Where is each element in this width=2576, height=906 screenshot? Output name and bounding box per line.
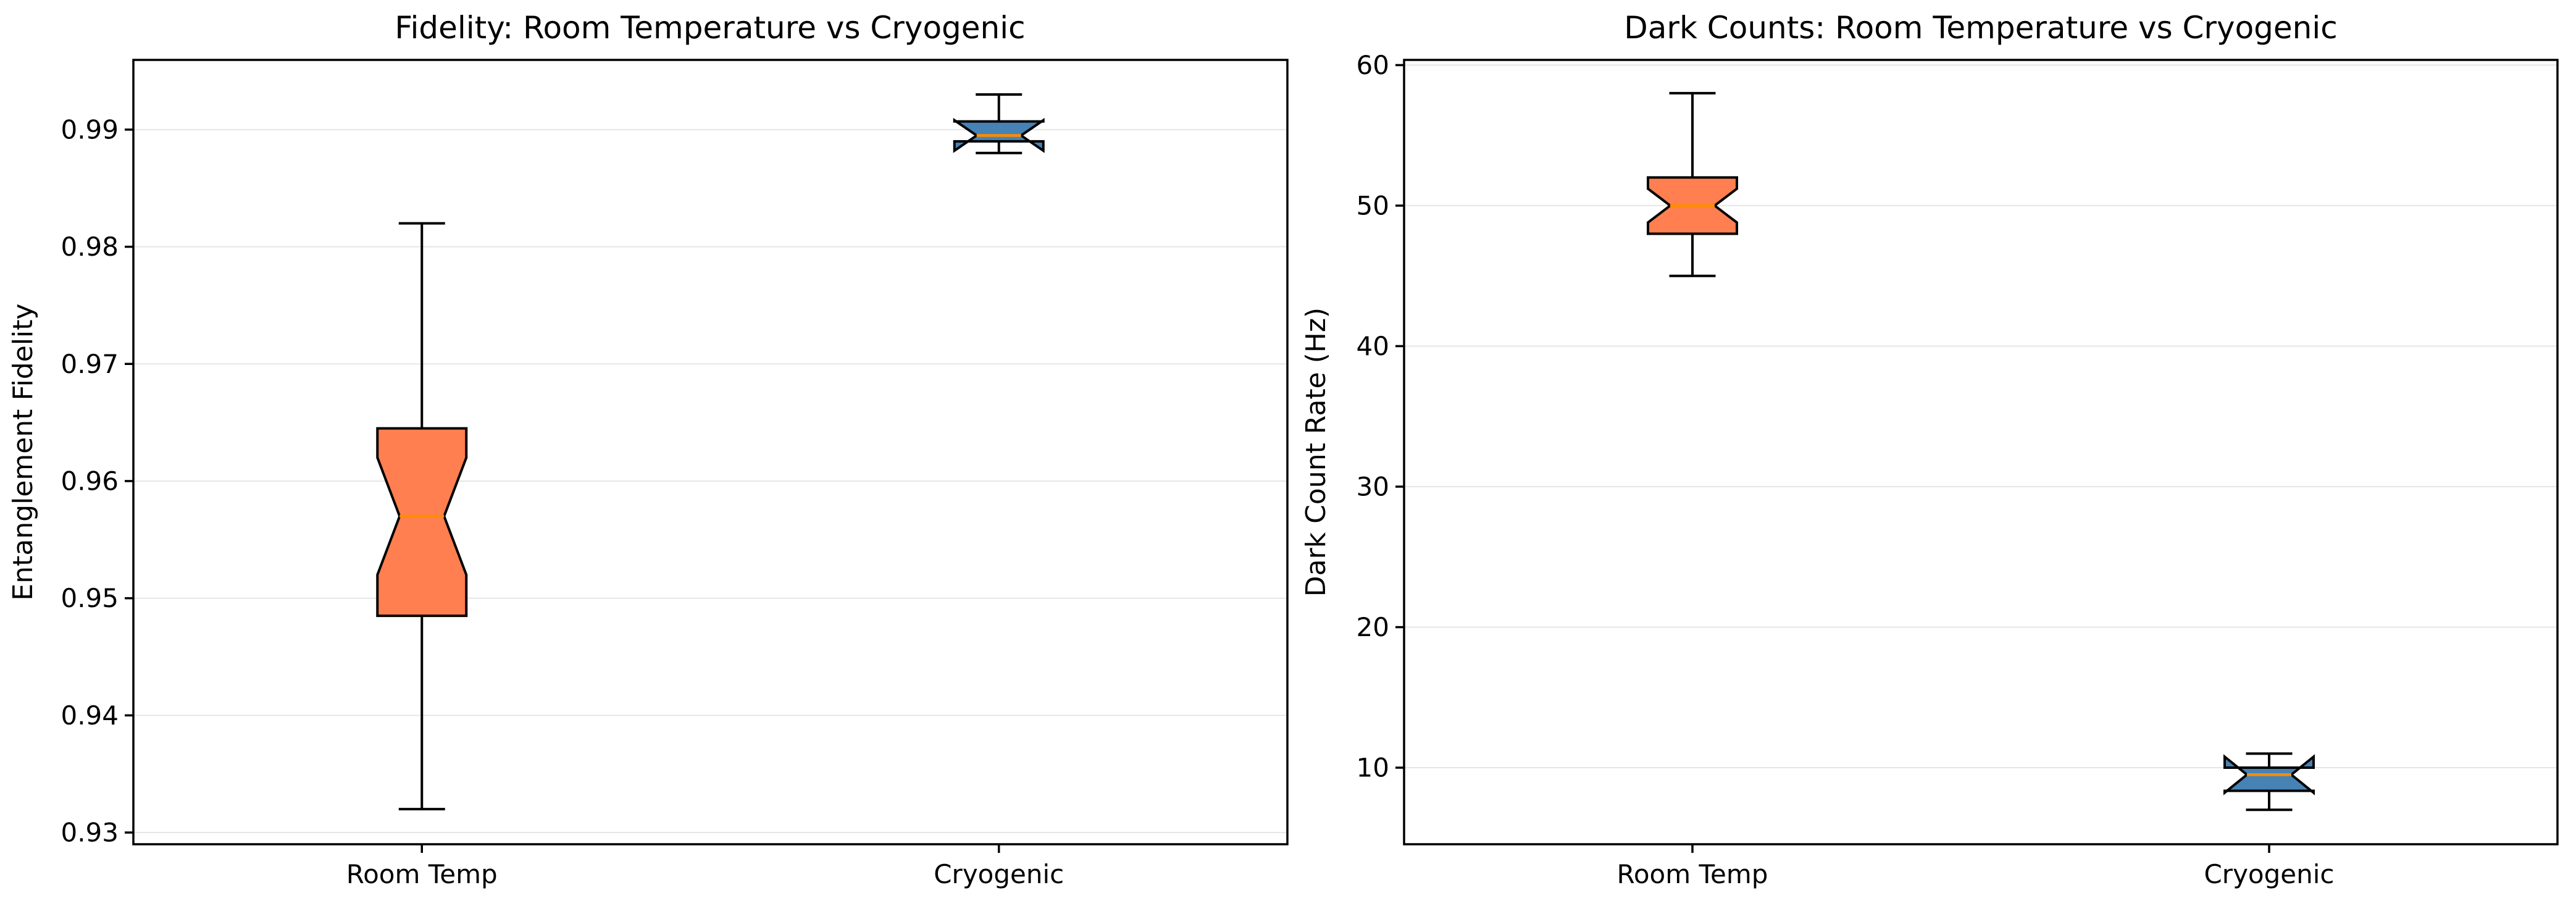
boxplot-cryogenic bbox=[953, 93, 1045, 154]
right-y-axis-label: Dark Count Rate (Hz) bbox=[1300, 308, 1332, 597]
x-tick-label-cryogenic: Cryogenic bbox=[934, 859, 1064, 889]
fidelity-chart: 0.93 0.94 0.95 0.96 0.97 0.98 0.99 Room Temp Cry… bbox=[61, 59, 1289, 889]
y-tick-label: 0.96 bbox=[61, 466, 119, 496]
y-tick-label: 10 bbox=[1357, 753, 1389, 783]
y-tick-label: 40 bbox=[1357, 331, 1389, 361]
notched-box bbox=[376, 427, 468, 618]
y-tick-label: 20 bbox=[1357, 612, 1389, 642]
y-tick-label: 30 bbox=[1357, 471, 1389, 501]
left-y-axis-label: Entanglement Fidelity bbox=[7, 303, 39, 600]
right-chart-title: Dark Counts: Room Temperature vs Cryogen… bbox=[1624, 10, 2337, 46]
y-tick-label: 0.99 bbox=[61, 114, 119, 145]
x-tick-label-room-temp: Room Temp bbox=[346, 859, 498, 889]
y-tick-label: 0.98 bbox=[61, 232, 119, 262]
y-axis: 0.93 0.94 0.95 0.96 0.97 0.98 0.99 bbox=[61, 114, 133, 848]
boxplot-room-temp bbox=[1647, 91, 1738, 277]
boxplot-room-temp bbox=[376, 222, 468, 811]
y-tick-label: 0.93 bbox=[61, 818, 119, 848]
axes-spines bbox=[1403, 59, 2559, 845]
x-tick-label-cryogenic: Cryogenic bbox=[2204, 859, 2334, 889]
y-tick-label: 0.95 bbox=[61, 583, 119, 613]
x-axis: Room Temp Cryogenic bbox=[346, 844, 1064, 889]
y-tick-label: 0.94 bbox=[61, 700, 119, 731]
left-chart-title: Fidelity: Room Temperature vs Cryogenic bbox=[395, 10, 1025, 46]
grid bbox=[133, 128, 1287, 834]
x-tick-label-room-temp: Room Temp bbox=[1617, 859, 1768, 889]
grid bbox=[1404, 64, 2557, 769]
boxplot-cryogenic bbox=[2223, 752, 2315, 812]
axes-spines bbox=[132, 59, 1289, 845]
x-axis: Room Temp Cryogenic bbox=[1617, 844, 2335, 889]
y-tick-label: 0.97 bbox=[61, 349, 119, 379]
y-tick-label: 50 bbox=[1357, 190, 1389, 220]
y-tick-label: 60 bbox=[1357, 50, 1389, 80]
dark-counts-chart: 10 20 30 40 50 60 Room Temp Cryogenic bbox=[1357, 50, 2559, 889]
y-axis: 10 20 30 40 50 60 bbox=[1357, 50, 1404, 783]
